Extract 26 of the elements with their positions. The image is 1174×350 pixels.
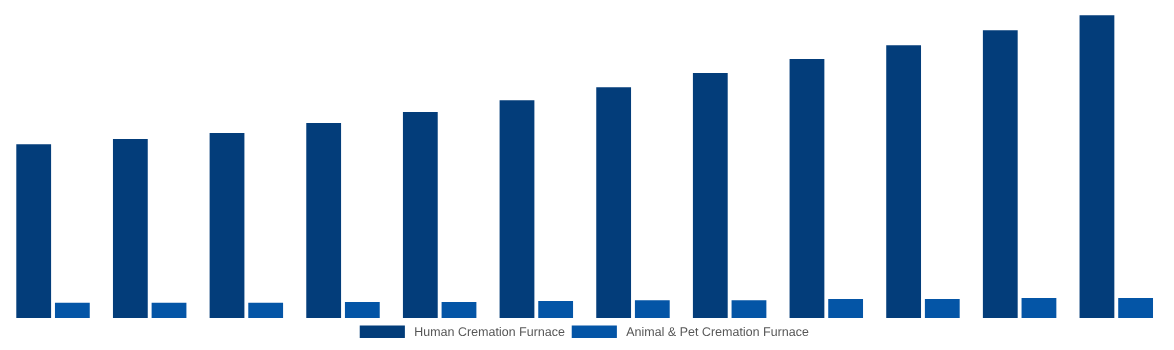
bar <box>54 302 90 319</box>
bar <box>924 298 960 319</box>
bar <box>499 100 535 319</box>
bar <box>1118 298 1154 319</box>
bar <box>596 87 632 319</box>
bar <box>16 144 52 319</box>
bar <box>344 301 380 319</box>
bar <box>789 59 825 319</box>
bar <box>441 301 477 319</box>
legend-label: Animal & Pet Cremation Furnace <box>626 326 809 337</box>
bar <box>538 301 574 319</box>
bar <box>982 30 1018 319</box>
bar <box>248 302 284 319</box>
legend-label: Human Cremation Furnace <box>415 326 565 337</box>
bar <box>886 45 922 319</box>
bar <box>112 139 148 319</box>
bar <box>151 302 187 319</box>
bar <box>634 300 670 319</box>
bar <box>209 132 245 319</box>
bar <box>692 72 728 319</box>
bar <box>828 298 864 319</box>
bar <box>402 112 438 319</box>
bar <box>306 122 342 319</box>
bar <box>731 300 767 319</box>
bar <box>1079 15 1115 319</box>
bar <box>1021 298 1057 319</box>
